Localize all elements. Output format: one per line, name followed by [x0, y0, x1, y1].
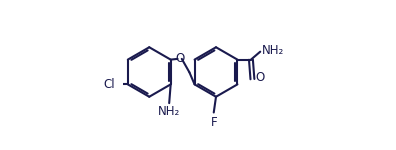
Text: F: F [210, 116, 217, 129]
Text: O: O [175, 52, 184, 65]
Text: NH₂: NH₂ [158, 105, 180, 118]
Text: NH₂: NH₂ [262, 44, 284, 57]
Text: O: O [255, 71, 265, 84]
Text: Cl: Cl [103, 78, 115, 91]
